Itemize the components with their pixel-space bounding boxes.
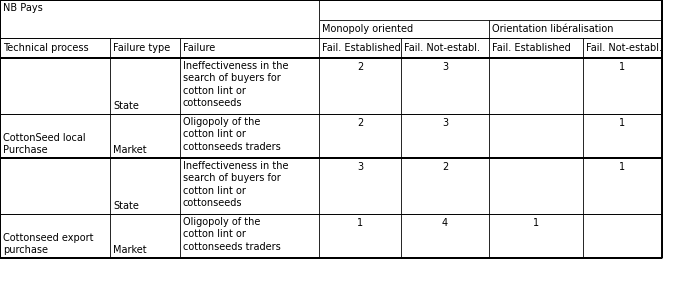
- Text: 1: 1: [620, 62, 625, 72]
- Text: 2: 2: [442, 162, 448, 172]
- Text: 3: 3: [442, 118, 448, 128]
- Text: Fail. Not-establ.: Fail. Not-establ.: [404, 43, 480, 53]
- Text: Market: Market: [113, 145, 147, 155]
- Text: Orientation libéralisation: Orientation libéralisation: [491, 24, 613, 34]
- Text: Ineffectiveness in the
search of buyers for
cotton lint or
cottonseeds: Ineffectiveness in the search of buyers …: [183, 161, 289, 208]
- Text: Monopoly oriented: Monopoly oriented: [322, 24, 413, 34]
- Text: Fail. Established: Fail. Established: [491, 43, 570, 53]
- Text: Failure: Failure: [183, 43, 215, 53]
- Text: State: State: [113, 101, 139, 111]
- Text: Cottonseed export
purchase: Cottonseed export purchase: [3, 233, 93, 255]
- Text: 2: 2: [358, 118, 363, 128]
- Text: CottonSeed local
Purchase: CottonSeed local Purchase: [3, 133, 86, 155]
- Text: Ineffectiveness in the
search of buyers for
cotton lint or
cottonseeds: Ineffectiveness in the search of buyers …: [183, 61, 289, 108]
- Text: Fail. Not-establ.: Fail. Not-establ.: [585, 43, 661, 53]
- Text: Technical process: Technical process: [3, 43, 89, 53]
- Text: 1: 1: [620, 118, 625, 128]
- Text: 3: 3: [358, 162, 363, 172]
- Text: 4: 4: [442, 218, 448, 228]
- Text: State: State: [113, 201, 139, 211]
- Text: Failure type: Failure type: [113, 43, 170, 53]
- Text: Fail. Established: Fail. Established: [322, 43, 401, 53]
- Text: 1: 1: [620, 162, 625, 172]
- Text: Oligopoly of the
cotton lint or
cottonseeds traders: Oligopoly of the cotton lint or cottonse…: [183, 217, 281, 252]
- Text: Market: Market: [113, 245, 147, 255]
- Text: 1: 1: [358, 218, 363, 228]
- Text: NB Pays: NB Pays: [3, 3, 43, 13]
- Text: 1: 1: [533, 218, 539, 228]
- Text: Oligopoly of the
cotton lint or
cottonseeds traders: Oligopoly of the cotton lint or cottonse…: [183, 117, 281, 152]
- Text: 2: 2: [358, 62, 363, 72]
- Text: 3: 3: [442, 62, 448, 72]
